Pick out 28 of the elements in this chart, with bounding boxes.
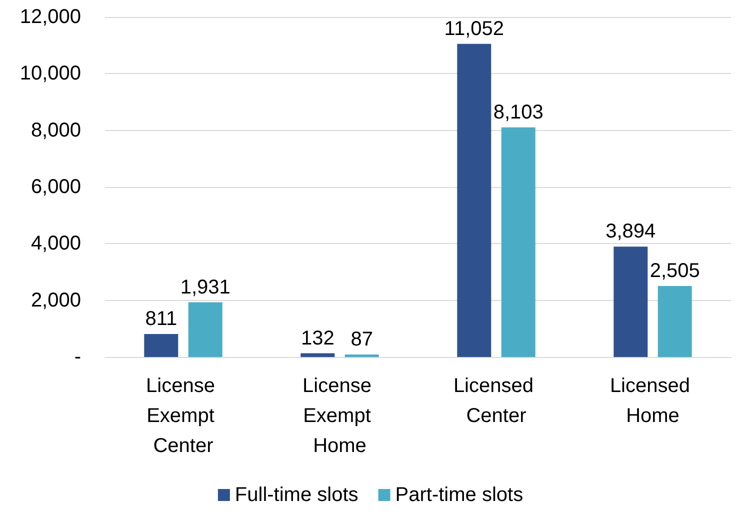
y-tick-label: 10,000 <box>20 62 81 85</box>
y-tick-label: 8,000 <box>30 119 81 142</box>
data-label: 87 <box>350 328 373 351</box>
bar <box>188 302 222 357</box>
y-tick-label: 4,000 <box>30 232 81 255</box>
x-tick-label: Licensed Center <box>453 375 540 427</box>
y-tick-label: 12,000 <box>20 6 81 28</box>
bar <box>658 286 692 357</box>
data-label: 1,931 <box>180 276 230 298</box>
bar <box>457 44 492 357</box>
data-label: 11,052 <box>444 18 504 40</box>
bar <box>501 127 536 357</box>
data-label: 132 <box>300 327 334 350</box>
x-tick-label: License Exempt Center <box>146 375 220 457</box>
y-tick-label: 2,000 <box>30 289 81 312</box>
data-label: 811 <box>145 308 178 330</box>
x-tick-label: License Exempt Home <box>302 375 377 457</box>
bar <box>144 334 178 357</box>
bar <box>300 353 335 357</box>
bar <box>614 246 648 357</box>
y-tick-label: 6,000 <box>30 176 81 198</box>
legend-label: Full-time slots <box>234 484 358 506</box>
data-label: 2,505 <box>650 260 700 282</box>
data-label: 3,894 <box>606 220 656 243</box>
x-tick-label: Licensed Home <box>610 375 696 427</box>
y-tick-label: - <box>74 346 81 368</box>
legend-label: Part-time slots <box>395 484 524 506</box>
data-label: 8,103 <box>493 101 544 124</box>
